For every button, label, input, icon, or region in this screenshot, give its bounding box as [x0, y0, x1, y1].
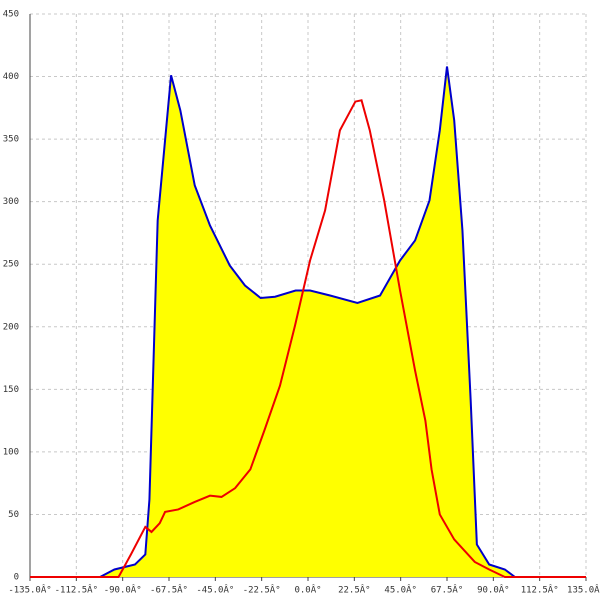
x-tick-label: 45.0Â° — [384, 584, 417, 596]
x-tick-label: -90.0Â° — [104, 584, 142, 596]
x-tick-label: -112.5Â° — [55, 584, 98, 596]
x-tick-label: 0.0Â° — [294, 584, 321, 596]
y-tick-label: 450 — [3, 10, 19, 20]
y-tick-label: 50 — [8, 510, 19, 520]
y-tick-label: 0 — [14, 573, 19, 583]
y-tick-label: 150 — [3, 385, 19, 395]
y-tick-label: 250 — [3, 260, 19, 270]
y-tick-label: 400 — [3, 72, 19, 82]
x-tick-label: -67.5Â° — [150, 584, 188, 596]
x-tick-label: -135.0Â° — [8, 584, 51, 596]
y-tick-label: 350 — [3, 135, 19, 145]
x-tick-label: 135.0Â° — [567, 584, 600, 596]
x-tick-label: 67.5Â° — [431, 584, 464, 596]
x-tick-label: 90.0Â° — [477, 584, 510, 596]
line — [30, 99, 586, 578]
area — [100, 66, 515, 578]
line — [99, 66, 516, 578]
y-tick-label: 300 — [3, 197, 19, 207]
x-tick-label: 22.5Â° — [338, 584, 371, 596]
y-tick-label: 200 — [3, 322, 19, 332]
x-tick-label: -22.5Â° — [243, 584, 281, 596]
y-tick-label: 100 — [3, 447, 19, 457]
x-tick-label: 112.5Â° — [521, 584, 559, 596]
x-tick-label: -45.0Â° — [196, 584, 234, 596]
